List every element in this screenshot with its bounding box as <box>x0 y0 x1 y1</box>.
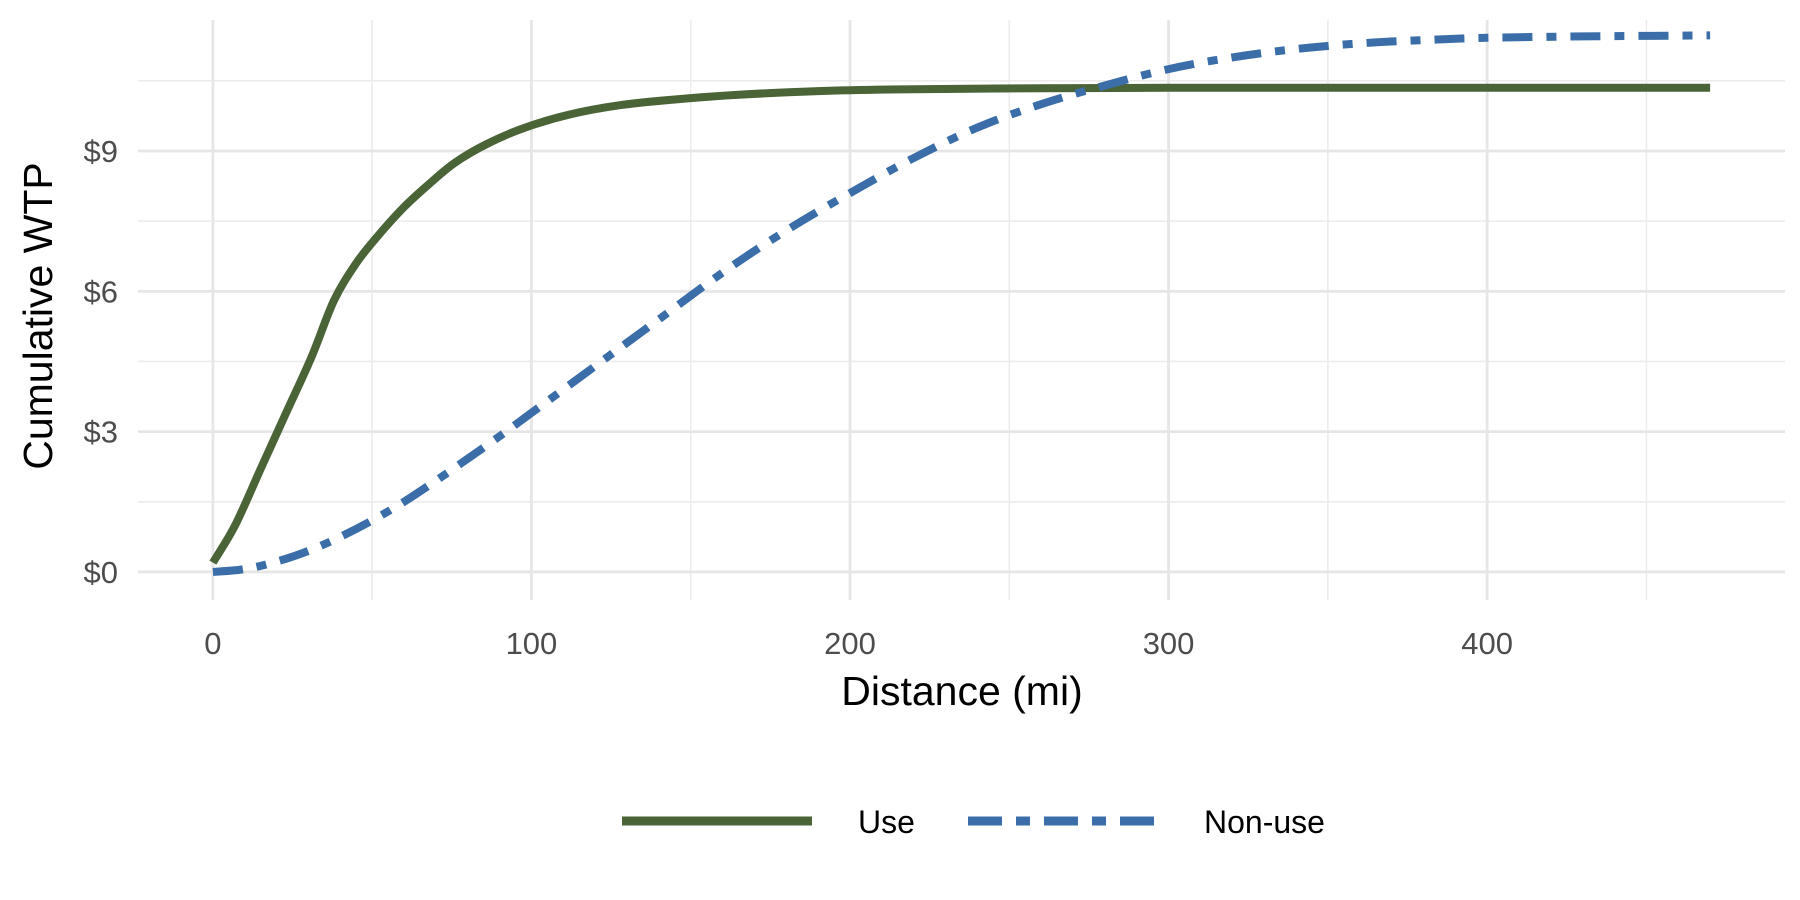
x-tick-label: 200 <box>824 626 876 661</box>
series-line-use <box>209 83 1711 565</box>
series-line-non-use <box>212 31 1711 576</box>
tick-labels: 0 100 200 300 400 $0 $3 $6 $9 <box>84 134 1513 661</box>
x-tick-label: 0 <box>204 626 221 661</box>
y-tick-label: $3 <box>84 415 118 450</box>
y-tick-label: $6 <box>84 274 118 309</box>
legend-label-use: Use <box>858 804 915 840</box>
y-axis-title: Cumulative WTP <box>15 162 61 470</box>
y-tick-label: $0 <box>84 555 118 590</box>
legend: Use Non-use <box>622 804 1325 840</box>
y-tick-label: $9 <box>84 134 118 169</box>
legend-label-non-use: Non-use <box>1204 804 1325 840</box>
x-tick-label: 100 <box>506 626 558 661</box>
x-axis-title: Distance (mi) <box>841 668 1082 714</box>
grid-lines <box>138 20 1785 600</box>
x-tick-label: 300 <box>1143 626 1195 661</box>
x-tick-label: 400 <box>1461 626 1513 661</box>
series-lines <box>209 31 1711 576</box>
